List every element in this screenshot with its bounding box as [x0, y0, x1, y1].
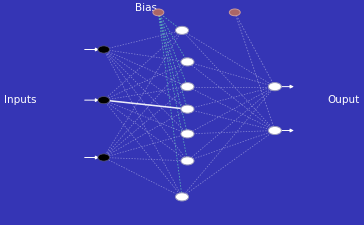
Circle shape	[181, 130, 194, 138]
Circle shape	[98, 97, 110, 104]
Circle shape	[181, 58, 194, 66]
Circle shape	[181, 157, 194, 165]
Circle shape	[98, 154, 110, 161]
Circle shape	[153, 9, 164, 16]
Text: Inputs: Inputs	[4, 95, 36, 105]
Circle shape	[229, 9, 240, 16]
Text: Ouput: Ouput	[328, 95, 360, 105]
Circle shape	[268, 126, 281, 135]
Circle shape	[181, 83, 194, 91]
Circle shape	[98, 46, 110, 53]
Text: Bias: Bias	[135, 3, 157, 13]
Circle shape	[175, 26, 189, 34]
Circle shape	[175, 193, 189, 201]
Circle shape	[181, 105, 194, 113]
Circle shape	[268, 83, 281, 91]
